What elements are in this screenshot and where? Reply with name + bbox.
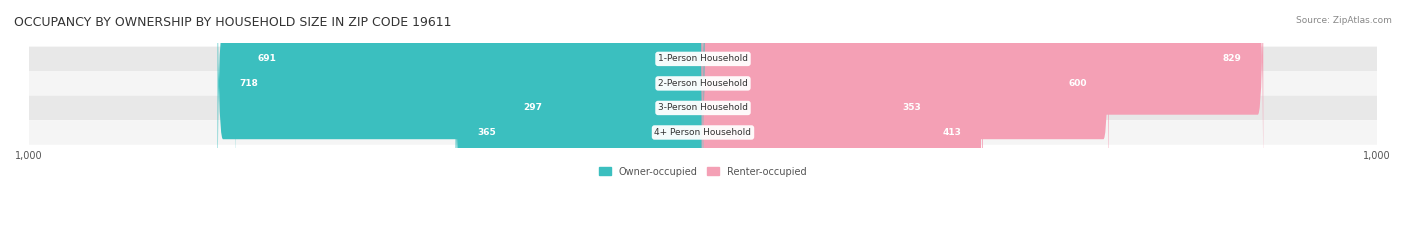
FancyBboxPatch shape [28, 47, 1378, 71]
Text: 297: 297 [523, 103, 541, 113]
Text: 691: 691 [257, 54, 276, 63]
Text: 4+ Person Household: 4+ Person Household [655, 128, 751, 137]
Text: 413: 413 [942, 128, 962, 137]
FancyBboxPatch shape [218, 0, 704, 224]
Legend: Owner-occupied, Renter-occupied: Owner-occupied, Renter-occupied [596, 163, 810, 181]
FancyBboxPatch shape [502, 0, 704, 233]
FancyBboxPatch shape [28, 120, 1378, 145]
Text: 718: 718 [239, 79, 259, 88]
Text: Source: ZipAtlas.com: Source: ZipAtlas.com [1296, 16, 1392, 25]
FancyBboxPatch shape [236, 0, 704, 199]
Text: 600: 600 [1069, 79, 1087, 88]
FancyBboxPatch shape [702, 0, 942, 233]
Text: 2-Person Household: 2-Person Household [658, 79, 748, 88]
Text: 829: 829 [1223, 54, 1241, 63]
FancyBboxPatch shape [28, 71, 1378, 96]
FancyBboxPatch shape [702, 0, 1109, 224]
FancyBboxPatch shape [28, 96, 1378, 120]
FancyBboxPatch shape [702, 0, 1263, 199]
FancyBboxPatch shape [702, 0, 983, 233]
Text: OCCUPANCY BY OWNERSHIP BY HOUSEHOLD SIZE IN ZIP CODE 19611: OCCUPANCY BY OWNERSHIP BY HOUSEHOLD SIZE… [14, 16, 451, 29]
FancyBboxPatch shape [456, 0, 704, 233]
Text: 1-Person Household: 1-Person Household [658, 54, 748, 63]
Text: 365: 365 [477, 128, 496, 137]
Text: 3-Person Household: 3-Person Household [658, 103, 748, 113]
Text: 353: 353 [903, 103, 921, 113]
